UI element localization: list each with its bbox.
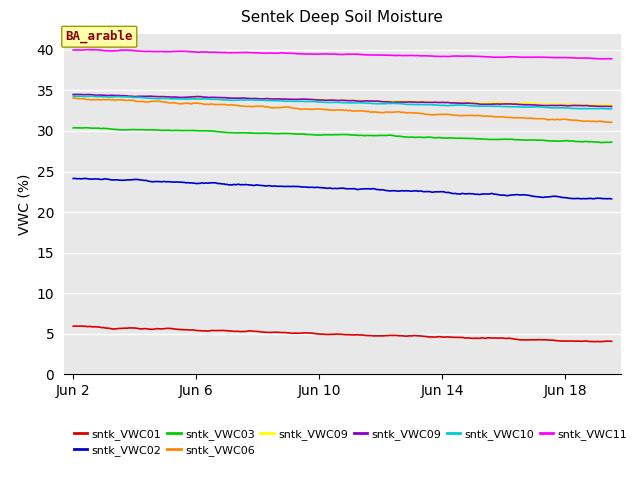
sntk_VWC02 bbox=[69, 176, 77, 181]
sntk_VWC02 bbox=[330, 186, 337, 192]
sntk_VWC11 bbox=[330, 51, 337, 57]
sntk_VWC01 bbox=[391, 333, 399, 338]
sntk_VWC10 bbox=[330, 99, 337, 105]
sntk_VWC11 bbox=[597, 56, 605, 62]
sntk_VWC11 bbox=[84, 47, 92, 52]
sntk_VWC10 bbox=[69, 93, 77, 99]
sntk_VWC01 bbox=[597, 339, 605, 345]
sntk_VWC02 bbox=[70, 176, 78, 181]
sntk_VWC09 bbox=[72, 92, 79, 98]
sntk_VWC02 bbox=[326, 185, 334, 191]
Line: sntk_VWC09: sntk_VWC09 bbox=[73, 95, 612, 105]
sntk_VWC09 bbox=[330, 97, 337, 103]
sntk_VWC06 bbox=[326, 107, 334, 113]
sntk_VWC06 bbox=[69, 96, 77, 101]
sntk_VWC10 bbox=[391, 101, 399, 107]
sntk_VWC09 bbox=[596, 103, 604, 109]
sntk_VWC01 bbox=[330, 332, 337, 337]
sntk_VWC06 bbox=[512, 115, 520, 121]
Legend: sntk_VWC01, sntk_VWC02, sntk_VWC03, sntk_VWC06, sntk_VWC09, sntk_VWC09, sntk_VWC: sntk_VWC01, sntk_VWC02, sntk_VWC03, sntk… bbox=[70, 424, 632, 460]
sntk_VWC11 bbox=[596, 56, 604, 62]
sntk_VWC03 bbox=[330, 132, 337, 138]
sntk_VWC09 bbox=[599, 104, 607, 109]
sntk_VWC11 bbox=[512, 54, 520, 60]
sntk_VWC09 bbox=[362, 97, 369, 103]
sntk_VWC11 bbox=[326, 51, 334, 57]
sntk_VWC03 bbox=[608, 139, 616, 145]
Text: BA_arable: BA_arable bbox=[65, 30, 133, 43]
sntk_VWC03 bbox=[596, 139, 604, 145]
Title: Sentek Deep Soil Moisture: Sentek Deep Soil Moisture bbox=[241, 11, 444, 25]
sntk_VWC06 bbox=[391, 109, 399, 115]
sntk_VWC06 bbox=[362, 108, 369, 114]
sntk_VWC11 bbox=[608, 56, 616, 61]
sntk_VWC10 bbox=[608, 106, 616, 112]
sntk_VWC09 bbox=[69, 92, 77, 98]
sntk_VWC01 bbox=[78, 323, 86, 329]
sntk_VWC03 bbox=[81, 125, 89, 131]
sntk_VWC09 bbox=[76, 92, 84, 97]
sntk_VWC01 bbox=[608, 338, 616, 344]
Y-axis label: VWC (%): VWC (%) bbox=[17, 173, 31, 235]
sntk_VWC10 bbox=[605, 106, 613, 112]
sntk_VWC11 bbox=[391, 52, 399, 58]
sntk_VWC03 bbox=[326, 132, 334, 138]
Line: sntk_VWC06: sntk_VWC06 bbox=[73, 98, 612, 122]
Line: sntk_VWC02: sntk_VWC02 bbox=[73, 179, 612, 199]
sntk_VWC09 bbox=[326, 97, 334, 103]
sntk_VWC09 bbox=[597, 102, 605, 108]
sntk_VWC03 bbox=[362, 133, 369, 139]
sntk_VWC10 bbox=[362, 100, 369, 106]
sntk_VWC09 bbox=[391, 99, 399, 105]
sntk_VWC10 bbox=[72, 93, 79, 99]
sntk_VWC09 bbox=[69, 92, 77, 97]
sntk_VWC02 bbox=[391, 188, 399, 193]
sntk_VWC01 bbox=[591, 339, 598, 345]
sntk_VWC02 bbox=[362, 186, 369, 192]
Line: sntk_VWC11: sntk_VWC11 bbox=[73, 49, 612, 59]
sntk_VWC10 bbox=[326, 100, 334, 106]
sntk_VWC06 bbox=[330, 107, 337, 113]
sntk_VWC09 bbox=[391, 98, 399, 104]
sntk_VWC09 bbox=[362, 98, 369, 104]
sntk_VWC09 bbox=[585, 102, 593, 108]
sntk_VWC09 bbox=[512, 101, 520, 107]
sntk_VWC10 bbox=[512, 104, 520, 109]
sntk_VWC06 bbox=[605, 120, 613, 125]
sntk_VWC02 bbox=[608, 196, 616, 202]
sntk_VWC01 bbox=[362, 333, 369, 338]
sntk_VWC06 bbox=[70, 95, 78, 101]
Line: sntk_VWC01: sntk_VWC01 bbox=[73, 326, 612, 342]
sntk_VWC03 bbox=[391, 133, 399, 139]
sntk_VWC06 bbox=[608, 120, 616, 125]
sntk_VWC03 bbox=[69, 125, 77, 131]
sntk_VWC06 bbox=[596, 118, 604, 124]
sntk_VWC09 bbox=[326, 97, 334, 103]
sntk_VWC01 bbox=[512, 336, 520, 342]
sntk_VWC09 bbox=[330, 97, 337, 103]
Line: sntk_VWC03: sntk_VWC03 bbox=[73, 128, 612, 143]
sntk_VWC03 bbox=[598, 140, 605, 145]
sntk_VWC02 bbox=[512, 192, 520, 198]
sntk_VWC11 bbox=[69, 47, 77, 53]
sntk_VWC01 bbox=[69, 324, 77, 329]
sntk_VWC01 bbox=[326, 332, 334, 337]
sntk_VWC02 bbox=[596, 195, 604, 201]
sntk_VWC09 bbox=[608, 102, 616, 108]
sntk_VWC03 bbox=[512, 137, 520, 143]
sntk_VWC10 bbox=[596, 106, 604, 111]
sntk_VWC09 bbox=[608, 104, 616, 109]
sntk_VWC11 bbox=[362, 52, 369, 58]
sntk_VWC09 bbox=[512, 101, 520, 107]
Line: sntk_VWC09: sntk_VWC09 bbox=[73, 95, 612, 107]
Line: sntk_VWC10: sntk_VWC10 bbox=[73, 96, 612, 109]
